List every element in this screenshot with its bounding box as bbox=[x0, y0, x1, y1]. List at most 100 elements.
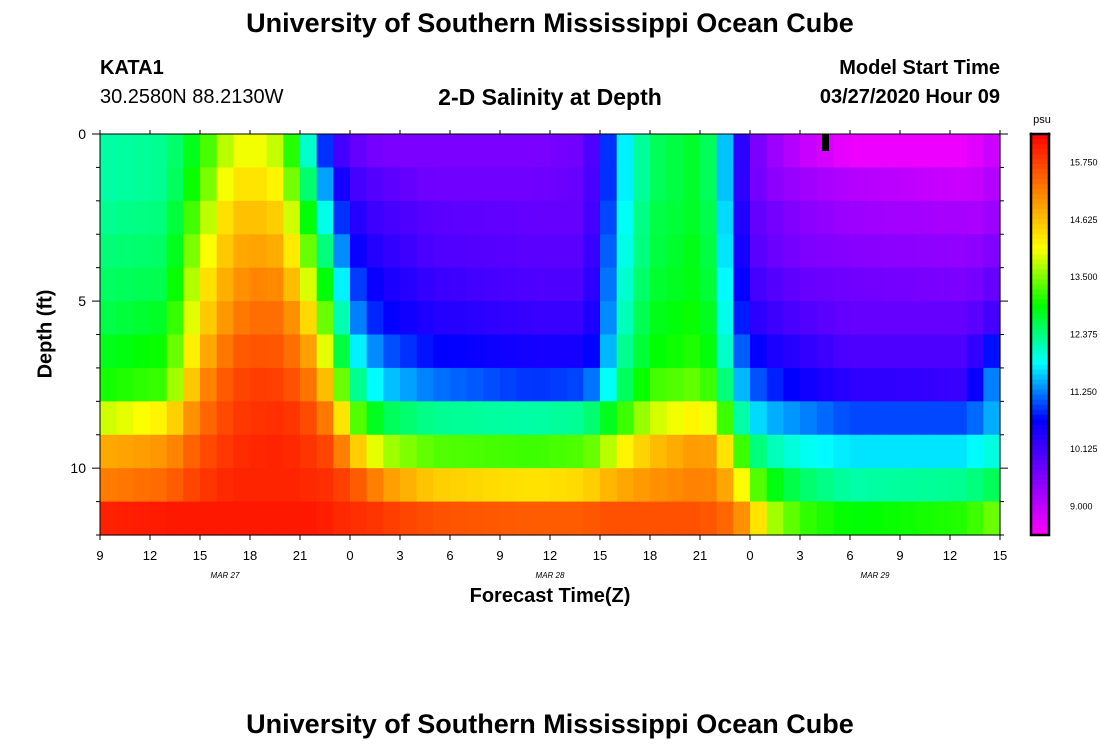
heatmap-cell bbox=[833, 367, 851, 402]
heatmap-cell bbox=[850, 468, 868, 503]
heatmap-cell bbox=[250, 367, 268, 402]
heatmap-cell bbox=[483, 334, 501, 369]
heatmap-cell bbox=[183, 401, 201, 436]
heatmap-cell bbox=[983, 468, 1001, 503]
colorbar-segment bbox=[1031, 379, 1049, 386]
heatmap-cell bbox=[566, 334, 584, 369]
colorbar-segment bbox=[1031, 489, 1049, 496]
heatmap-cells bbox=[100, 134, 1001, 536]
heatmap-cell bbox=[150, 234, 168, 269]
heatmap-cell bbox=[450, 334, 468, 369]
heatmap-cell bbox=[500, 134, 518, 169]
heatmap-cell bbox=[116, 401, 134, 436]
colorbar-segment bbox=[1031, 249, 1049, 255]
colorbar-segment bbox=[1031, 369, 1049, 376]
heatmap-cell bbox=[733, 434, 751, 469]
heatmap-cell bbox=[733, 200, 751, 235]
heatmap-cell bbox=[183, 267, 201, 302]
heatmap-cell bbox=[666, 234, 684, 269]
heatmap-cell bbox=[850, 367, 868, 402]
heatmap-cell bbox=[583, 267, 601, 302]
heatmap-cell bbox=[950, 234, 968, 269]
heatmap-cell bbox=[150, 401, 168, 436]
heatmap-cell bbox=[983, 334, 1001, 369]
heatmap-cell bbox=[416, 200, 434, 235]
heatmap-cell bbox=[100, 334, 118, 369]
heatmap-cell bbox=[783, 501, 801, 536]
heatmap-cell bbox=[200, 134, 218, 169]
heatmap-cell bbox=[333, 234, 351, 269]
colorbar-segment bbox=[1031, 464, 1049, 471]
heatmap-cell bbox=[916, 167, 934, 202]
heatmap-cell bbox=[433, 134, 451, 169]
heatmap-cell bbox=[716, 200, 734, 235]
heatmap-cell bbox=[600, 167, 618, 202]
heatmap-cell bbox=[566, 234, 584, 269]
heatmap-cell bbox=[950, 267, 968, 302]
heatmap-cell bbox=[883, 200, 901, 235]
heatmap-cell bbox=[850, 434, 868, 469]
heatmap-cell bbox=[983, 501, 1001, 536]
heatmap-cell bbox=[316, 234, 334, 269]
heatmap-cell bbox=[950, 301, 968, 336]
heatmap-cell bbox=[950, 501, 968, 536]
heatmap-cell bbox=[250, 234, 268, 269]
heatmap-cell bbox=[350, 134, 368, 169]
heatmap-cell bbox=[400, 401, 418, 436]
colorbar-segment bbox=[1031, 479, 1049, 486]
colorbar-segment bbox=[1031, 449, 1049, 456]
heatmap-cell bbox=[816, 134, 834, 169]
x-tick-label: 15 bbox=[993, 548, 1007, 563]
heatmap-cell bbox=[366, 134, 384, 169]
heatmap-cell bbox=[266, 367, 284, 402]
heatmap-cell bbox=[683, 334, 701, 369]
heatmap-cell bbox=[783, 134, 801, 169]
colorbar-segment bbox=[1031, 359, 1049, 366]
heatmap-cell bbox=[883, 401, 901, 436]
heatmap-cell bbox=[433, 434, 451, 469]
heatmap-cell bbox=[366, 468, 384, 503]
heatmap-cell bbox=[233, 334, 251, 369]
heatmap-cell bbox=[850, 501, 868, 536]
heatmap-cell bbox=[533, 234, 551, 269]
heatmap-cell bbox=[666, 367, 684, 402]
colorbar-segment bbox=[1031, 329, 1049, 336]
heatmap-cell bbox=[916, 434, 934, 469]
heatmap-cell bbox=[633, 134, 651, 169]
heatmap-cell bbox=[883, 267, 901, 302]
heatmap-cell bbox=[450, 234, 468, 269]
heatmap-cell bbox=[816, 167, 834, 202]
heatmap-cell bbox=[516, 367, 534, 402]
colorbar-tick-label: 15.750 bbox=[1070, 158, 1098, 168]
x-date-label: MAR 27 bbox=[211, 571, 240, 580]
y-axis-ticks: 0 5 10 bbox=[70, 126, 1008, 536]
heatmap-cell bbox=[266, 468, 284, 503]
heatmap-cell bbox=[483, 301, 501, 336]
heatmap-cell bbox=[916, 468, 934, 503]
colorbar-segment bbox=[1031, 339, 1049, 346]
heatmap-cell bbox=[950, 401, 968, 436]
heatmap-cell bbox=[966, 334, 984, 369]
heatmap-cell bbox=[900, 267, 918, 302]
heatmap-cell bbox=[666, 501, 684, 536]
heatmap-cell bbox=[550, 468, 568, 503]
heatmap-cell bbox=[383, 468, 401, 503]
heatmap-cell bbox=[600, 401, 618, 436]
colorbar-segment bbox=[1031, 214, 1049, 220]
heatmap-cell bbox=[816, 234, 834, 269]
heatmap-cell bbox=[200, 267, 218, 302]
heatmap-cell bbox=[766, 134, 784, 169]
heatmap-cell bbox=[766, 234, 784, 269]
x-tick-label: 9 bbox=[896, 548, 903, 563]
heatmap-cell bbox=[950, 200, 968, 235]
heatmap-cell bbox=[583, 334, 601, 369]
heatmap-cell bbox=[400, 434, 418, 469]
y-tick-label: 5 bbox=[78, 293, 86, 309]
heatmap-cell bbox=[600, 468, 618, 503]
heatmap-cell bbox=[916, 234, 934, 269]
heatmap-cell bbox=[783, 468, 801, 503]
heatmap-cell bbox=[133, 200, 151, 235]
heatmap-cell bbox=[316, 301, 334, 336]
heatmap-cell bbox=[916, 401, 934, 436]
heatmap-cell bbox=[766, 334, 784, 369]
